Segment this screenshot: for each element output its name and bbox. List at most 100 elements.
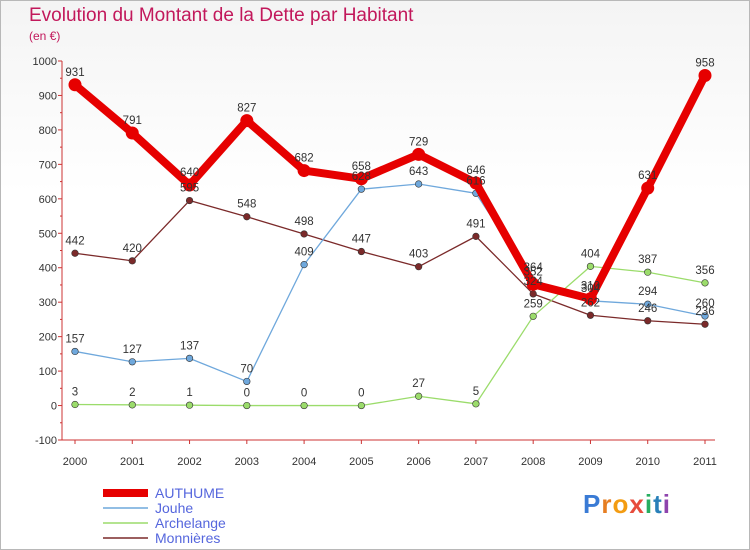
chart-subtitle: (en €): [29, 29, 61, 43]
x-tick-label: 2007: [464, 456, 488, 468]
data-label: 364: [524, 262, 544, 274]
y-tick-label: 200: [39, 332, 57, 344]
logo-letter: x: [629, 489, 645, 519]
data-label: 498: [294, 216, 313, 228]
data-label: 640: [180, 167, 199, 179]
y-tick-label: 1000: [33, 56, 57, 68]
x-tick-label: 2010: [635, 456, 659, 468]
data-label: 352: [524, 266, 543, 278]
data-label: 958: [695, 57, 714, 69]
chart-title: Evolution du Montant de la Dette par Hab…: [29, 5, 414, 26]
data-label: 404: [581, 248, 601, 260]
data-label: 631: [638, 170, 657, 182]
y-tick-label: 500: [39, 228, 57, 240]
data-label: 262: [581, 297, 600, 309]
data-label: 259: [524, 298, 543, 310]
data-point: [240, 114, 254, 128]
data-label: 304: [581, 283, 601, 295]
x-tick-label: 2011: [693, 456, 717, 468]
data-point: [71, 249, 79, 257]
logo-letter: P: [583, 489, 602, 519]
data-point: [185, 354, 194, 362]
data-label: 628: [352, 171, 371, 183]
data-label: 324: [524, 276, 544, 288]
data-point: [586, 262, 595, 270]
logo-letter: i: [662, 489, 671, 519]
data-label: 682: [294, 153, 313, 165]
data-label: 0: [301, 388, 307, 400]
logo-letter: i: [644, 489, 654, 519]
data-point: [357, 401, 365, 410]
data-label: 403: [409, 249, 428, 261]
data-point: [529, 312, 537, 320]
data-point: [128, 257, 136, 265]
x-tick-label: 2000: [63, 456, 87, 468]
data-point: [701, 279, 709, 287]
data-label: 70: [240, 363, 253, 375]
data-point: [469, 176, 483, 190]
y-tick-label: 100: [39, 366, 57, 378]
data-point: [583, 292, 597, 306]
data-label: 409: [294, 247, 313, 259]
data-point: [644, 317, 652, 325]
data-label: 931: [65, 67, 84, 79]
data-point: [412, 147, 426, 161]
data-point: [472, 232, 480, 240]
data-label: 157: [65, 333, 84, 345]
y-tick-label: 800: [39, 125, 57, 137]
data-label: 1: [186, 387, 192, 399]
data-point: [472, 400, 480, 408]
data-label: 246: [638, 303, 657, 315]
y-tick-label: 700: [39, 159, 57, 171]
data-label: 356: [695, 265, 714, 277]
series-line-archelange: [74, 265, 706, 407]
data-point: [357, 185, 365, 193]
data-point: [644, 268, 652, 276]
data-point: [357, 247, 365, 256]
data-point: [71, 400, 79, 409]
logo-letter: t: [653, 489, 663, 519]
data-point: [526, 277, 540, 291]
data-point: [300, 401, 308, 410]
series-line-authume: [71, 71, 709, 303]
data-point: [71, 347, 79, 356]
legend-label: Archelange: [155, 515, 226, 531]
data-point: [415, 180, 423, 188]
data-label: 5: [473, 386, 479, 398]
data-point: [586, 311, 595, 319]
data-label: 827: [237, 103, 256, 115]
y-tick-label: 400: [39, 263, 57, 275]
data-label: 27: [412, 378, 425, 390]
data-label: 791: [123, 115, 142, 127]
series-line-monnières: [74, 199, 706, 325]
x-tick-label: 2003: [235, 456, 259, 468]
data-label: 420: [123, 243, 142, 255]
data-point: [243, 213, 251, 221]
data-point: [243, 377, 251, 386]
data-point: [300, 261, 308, 269]
data-point: [415, 392, 423, 400]
x-tick-label: 2008: [521, 456, 545, 468]
data-point: [185, 401, 194, 409]
data-label: 294: [638, 286, 658, 298]
legend-label: AUTHUME: [155, 485, 224, 501]
legend-label: Jouhe: [155, 500, 193, 516]
data-label: 595: [180, 183, 199, 195]
data-point: [701, 320, 709, 328]
logo-letter: r: [601, 489, 613, 519]
data-label: 442: [65, 235, 84, 247]
x-tick-label: 2009: [578, 456, 602, 468]
y-tick-label: 0: [51, 401, 57, 413]
x-tick-label: 2002: [177, 456, 201, 468]
data-label: 729: [409, 136, 428, 148]
data-label: 2: [129, 387, 135, 399]
data-label: 3: [72, 387, 78, 399]
data-point: [415, 263, 423, 271]
data-label: 310: [581, 281, 600, 293]
data-label: 127: [123, 344, 142, 356]
data-point: [641, 181, 655, 195]
data-point: [68, 78, 82, 92]
x-tick-label: 2006: [406, 456, 430, 468]
data-label: 0: [358, 388, 364, 400]
